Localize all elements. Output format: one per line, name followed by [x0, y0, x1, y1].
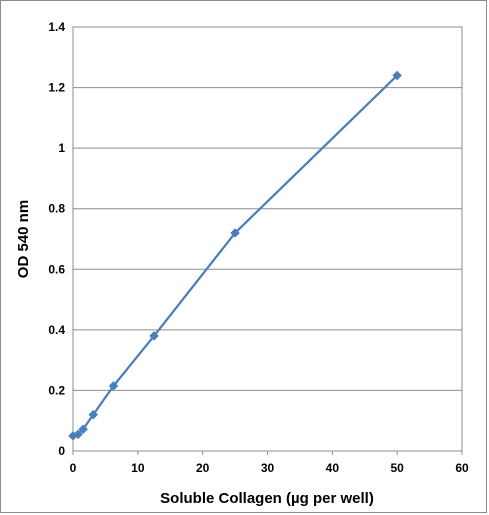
plot-area [72, 26, 463, 452]
x-tick-label: 30 [261, 461, 275, 475]
x-axis-ticks: 0 10 20 30 40 50 60 [70, 451, 469, 475]
y-tick-label: 1.4 [48, 20, 65, 34]
y-tick-label: 0.4 [48, 323, 65, 337]
y-tick-label: 1.2 [48, 81, 65, 95]
x-tick-label: 50 [390, 461, 404, 475]
data-point-marker [88, 409, 99, 420]
y-tick-label: 0.8 [48, 202, 65, 216]
data-point-marker [108, 381, 119, 391]
gridlines [73, 26, 462, 391]
x-tick-label: 20 [196, 461, 210, 475]
y-tick-label: 0.2 [48, 383, 65, 397]
series-points [68, 70, 403, 441]
data-point-marker [230, 228, 240, 238]
y-tick-label: 0.6 [48, 262, 65, 276]
x-tick-label: 10 [131, 461, 145, 475]
x-tick-label: 60 [455, 461, 469, 475]
data-point-marker [78, 424, 88, 435]
y-axis-ticks: 0 0.2 0.4 0.6 0.8 1 1.2 1.4 [48, 20, 65, 458]
data-point-marker [149, 331, 159, 341]
x-axis-title: Soluble Collagen (µg per well) [160, 490, 374, 507]
y-tick-label: 0 [58, 444, 65, 458]
data-point-marker [73, 429, 83, 440]
x-tick-label: 0 [70, 461, 77, 475]
y-axis-title: OD 540 nm [15, 200, 32, 278]
y-tick-label: 1 [58, 141, 65, 155]
x-tick-label: 40 [326, 461, 340, 475]
data-point-marker [392, 70, 403, 81]
